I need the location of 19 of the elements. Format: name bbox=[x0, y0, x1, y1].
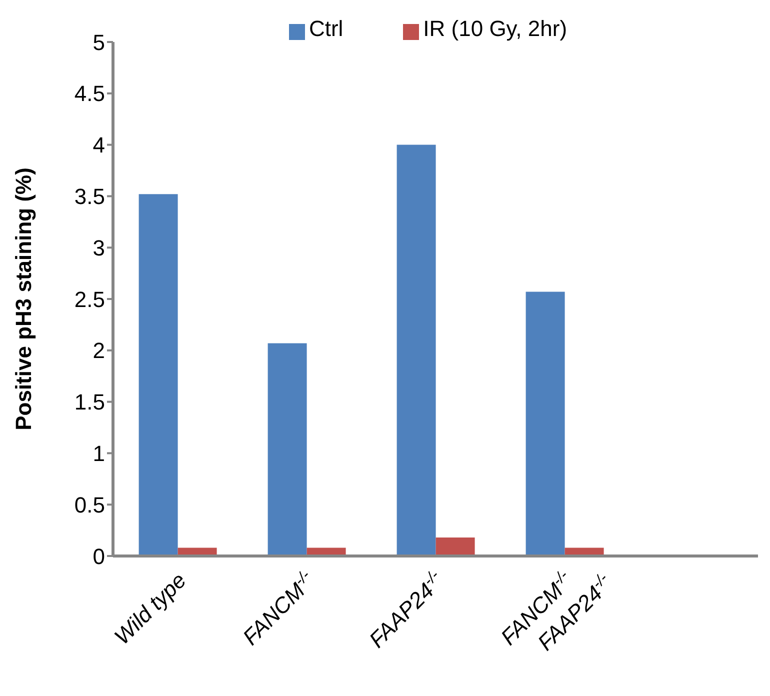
bar bbox=[526, 292, 565, 556]
y-tick-label: 2.5 bbox=[74, 286, 105, 312]
bar bbox=[268, 343, 307, 556]
y-tick-label: 5 bbox=[92, 30, 105, 55]
y-tick-label: 4 bbox=[92, 132, 105, 158]
y-tick-label: 0.5 bbox=[74, 492, 105, 518]
bar bbox=[138, 194, 178, 556]
y-tick-label: 3 bbox=[92, 235, 105, 260]
legend-label: IR (10 Gy, 2hr) bbox=[423, 16, 568, 41]
y-tick-label: 0 bbox=[92, 544, 105, 569]
bar bbox=[436, 537, 475, 556]
y-axis-title: Positive pH3 staining (%) bbox=[10, 168, 36, 430]
bar bbox=[396, 144, 436, 556]
y-tick-label: 2 bbox=[92, 338, 105, 364]
legend-label: Ctrl bbox=[308, 16, 344, 41]
y-tick-label: 4.5 bbox=[74, 81, 105, 106]
y-tick-label: 3.5 bbox=[74, 184, 105, 210]
y-tick-label: 1.5 bbox=[74, 390, 105, 415]
y-tick-label: 1 bbox=[92, 441, 105, 466]
